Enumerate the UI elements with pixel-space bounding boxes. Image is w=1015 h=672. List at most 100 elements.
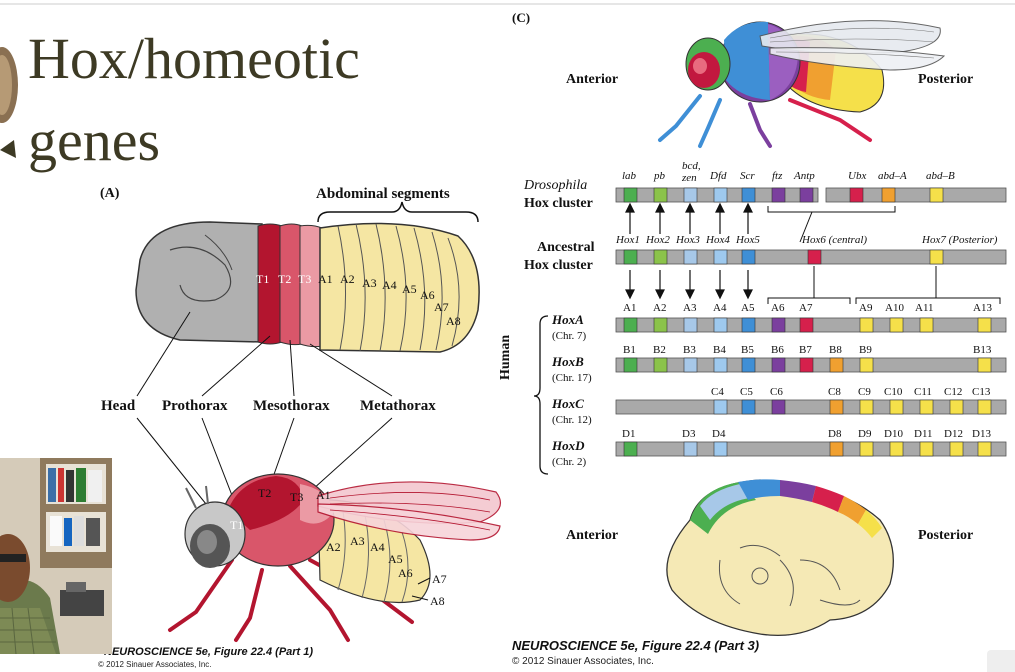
fly-a7: A7 — [432, 572, 447, 586]
gene-c12: C12 — [944, 386, 963, 398]
gene-d11: D11 — [914, 428, 933, 440]
gene-c9: C9 — [858, 386, 871, 398]
abdominal-segments-label: Abdominal segments — [316, 186, 450, 202]
gene-hox7: Hox7 (Posterior) — [922, 234, 998, 246]
label-head: Head — [101, 398, 136, 414]
gene-dfd: Dfd — [710, 170, 727, 182]
gene-b6: B6 — [771, 344, 784, 356]
gene-b8: B8 — [829, 344, 842, 356]
gene-b7: B7 — [799, 344, 812, 356]
larva-t3: T3 — [298, 272, 312, 286]
hoxc-label: HoxC — [552, 396, 584, 411]
ancestral-chromosome — [615, 249, 1007, 265]
hoxd-label: HoxD — [552, 438, 585, 453]
slide-title-line-1: Hox/homeotic — [28, 26, 360, 91]
gene-c8: C8 — [828, 386, 841, 398]
gene-hox5: Hox5 — [736, 234, 760, 246]
gene-hox4: Hox4 — [706, 234, 730, 246]
gene-a4: A4 — [713, 302, 727, 314]
gene-c5: C5 — [740, 386, 753, 398]
fly-t1: T1 — [230, 518, 244, 532]
gene-ubx: Ubx — [848, 170, 867, 182]
fly-posterior-label: Posterior — [918, 72, 974, 87]
gene-a5: A5 — [741, 302, 755, 314]
gene-b3: B3 — [683, 344, 696, 356]
hoxa-chromosome — [615, 317, 1007, 333]
gene-a1: A1 — [623, 302, 637, 314]
gene-d8: D8 — [828, 428, 842, 440]
gene-c11: C11 — [914, 386, 932, 398]
gene-b4: B4 — [713, 344, 726, 356]
gene-abd-b: abd–B — [926, 170, 955, 182]
gene-c13: C13 — [972, 386, 991, 398]
presenter-video-frame — [0, 458, 112, 654]
larva-t1: T1 — [256, 272, 270, 286]
drosophila-hox-cluster-label: Hox cluster — [524, 196, 593, 211]
fly-anterior-label: Anterior — [566, 72, 619, 87]
label-metathorax: Metathorax — [360, 398, 436, 414]
fly-t2: T2 — [258, 486, 272, 500]
fly-a2: A2 — [326, 540, 341, 554]
gene-hox1: Hox1 — [616, 234, 640, 246]
gene-scr: Scr — [740, 170, 755, 182]
larva-a7: A7 — [434, 300, 449, 314]
gene-antp: Antp — [794, 170, 815, 182]
panel-a-label: (A) — [100, 186, 120, 201]
label-prothorax: Prothorax — [162, 398, 228, 414]
gene-abd-a: abd–A — [878, 170, 907, 182]
ancestral-label: Ancestral — [537, 240, 595, 255]
hoxd-chr: (Chr. 2) — [552, 456, 587, 468]
top-border — [0, 3, 1015, 5]
fly-a8: A8 — [430, 594, 445, 608]
gene-ftz: ftz — [772, 170, 783, 182]
brain-logo-icon — [0, 47, 18, 158]
hoxa-label: HoxA — [552, 312, 584, 327]
fly-a3: A3 — [350, 534, 365, 548]
gene-pb: pb — [654, 170, 665, 182]
larva-a4: A4 — [382, 278, 397, 292]
corner-control[interactable] — [987, 650, 1015, 672]
gene-zen: zen — [682, 172, 697, 184]
hoxa-chr: (Chr. 7) — [552, 330, 587, 342]
gene-a11: A11 — [915, 302, 934, 314]
embryo-posterior-label: Posterior — [918, 528, 974, 543]
gene-b2: B2 — [653, 344, 666, 356]
ancestral-hox-cluster-label: Hox cluster — [524, 258, 593, 273]
gene-a10: A10 — [885, 302, 904, 314]
gene-d10: D10 — [884, 428, 903, 440]
larva-a3: A3 — [362, 276, 377, 290]
gene-c10: C10 — [884, 386, 903, 398]
gene-c4: C4 — [711, 386, 724, 398]
gene-d12: D12 — [944, 428, 963, 440]
gene-b13: B13 — [973, 344, 992, 356]
larva-a2: A2 — [340, 272, 355, 286]
panel-c-copyright: © 2012 Sinauer Associates, Inc. — [512, 656, 654, 667]
fly-a4: A4 — [370, 540, 385, 554]
gene-d9: D9 — [858, 428, 872, 440]
gene-c6: C6 — [770, 386, 783, 398]
hoxd-chromosome — [615, 441, 1007, 457]
hoxc-chromosome — [615, 399, 1007, 415]
panel-c-caption: NEUROSCIENCE 5e, Figure 22.4 (Part 3) — [512, 638, 760, 653]
gene-d13: D13 — [972, 428, 991, 440]
gene-b1: B1 — [623, 344, 636, 356]
gene-a9: A9 — [859, 302, 873, 314]
panel-a-copyright: © 2012 Sinauer Associates, Inc. — [98, 660, 212, 669]
gene-lab: lab — [622, 170, 637, 182]
gene-a3: A3 — [683, 302, 697, 314]
gene-d1: D1 — [622, 428, 636, 440]
fly-t3: T3 — [290, 490, 304, 504]
gene-d3: D3 — [682, 428, 696, 440]
larva-a1: A1 — [318, 272, 333, 286]
gene-a2: A2 — [653, 302, 667, 314]
larva-t2: T2 — [278, 272, 292, 286]
hoxb-label: HoxB — [552, 354, 584, 369]
gene-a7: A7 — [799, 302, 813, 314]
larva-a5: A5 — [402, 282, 417, 296]
gene-b5: B5 — [741, 344, 754, 356]
